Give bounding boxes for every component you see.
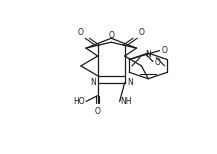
Text: O: O bbox=[155, 58, 161, 67]
Text: NH: NH bbox=[121, 97, 132, 106]
Text: O: O bbox=[95, 107, 101, 116]
Text: N: N bbox=[145, 50, 151, 59]
Text: HO: HO bbox=[73, 97, 85, 106]
Text: O: O bbox=[108, 31, 114, 40]
Text: O: O bbox=[162, 46, 168, 55]
Text: N: N bbox=[127, 78, 133, 87]
Text: O: O bbox=[78, 28, 84, 37]
Text: O: O bbox=[138, 28, 145, 37]
Text: N: N bbox=[90, 78, 95, 87]
